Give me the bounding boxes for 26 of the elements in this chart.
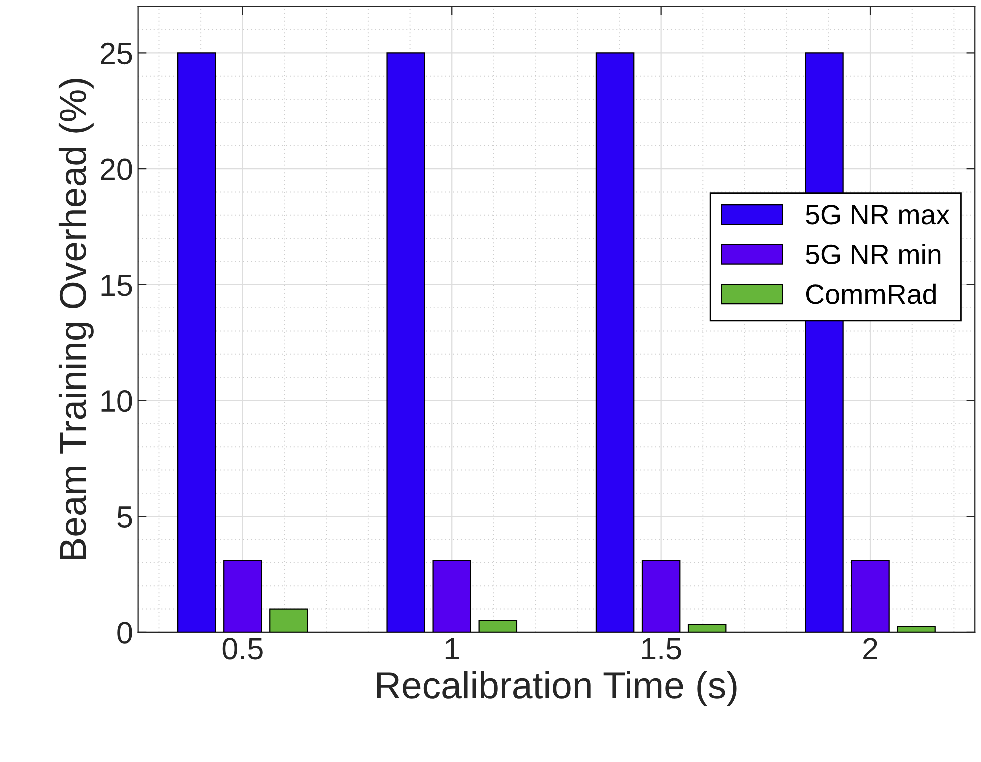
y-tick-label: 20: [101, 158, 132, 180]
x-axis-title: Recalibration Time (s): [377, 671, 737, 706]
legend-label: 5G NR max: [806, 205, 950, 225]
bar: [432, 560, 472, 632]
x-tick-label: 1: [446, 638, 460, 660]
y-tick-label: 5: [118, 506, 132, 528]
bar: [224, 560, 262, 632]
legend-label: CommRad: [806, 284, 936, 304]
legend-label: 5G NR min: [806, 244, 941, 265]
x-tick-label: 0.5: [222, 638, 263, 660]
x-tick-label: 2: [864, 638, 878, 660]
bar: [178, 52, 216, 632]
y-tick-label: 0: [118, 622, 132, 644]
bar: [851, 560, 890, 632]
y-tick-label: 25: [101, 42, 132, 65]
bar: [642, 560, 681, 632]
y-axis-title: Beam Training Overhead (%): [58, 79, 94, 560]
bar: [478, 620, 518, 632]
x-tick-label: 1.5: [642, 638, 682, 660]
bar: [386, 52, 426, 632]
bar: [897, 626, 936, 632]
bar: [270, 608, 308, 632]
y-tick-label: 15: [102, 274, 132, 296]
y-tick-label: 10: [102, 390, 132, 412]
bar: [596, 52, 635, 632]
bar: [688, 624, 727, 632]
